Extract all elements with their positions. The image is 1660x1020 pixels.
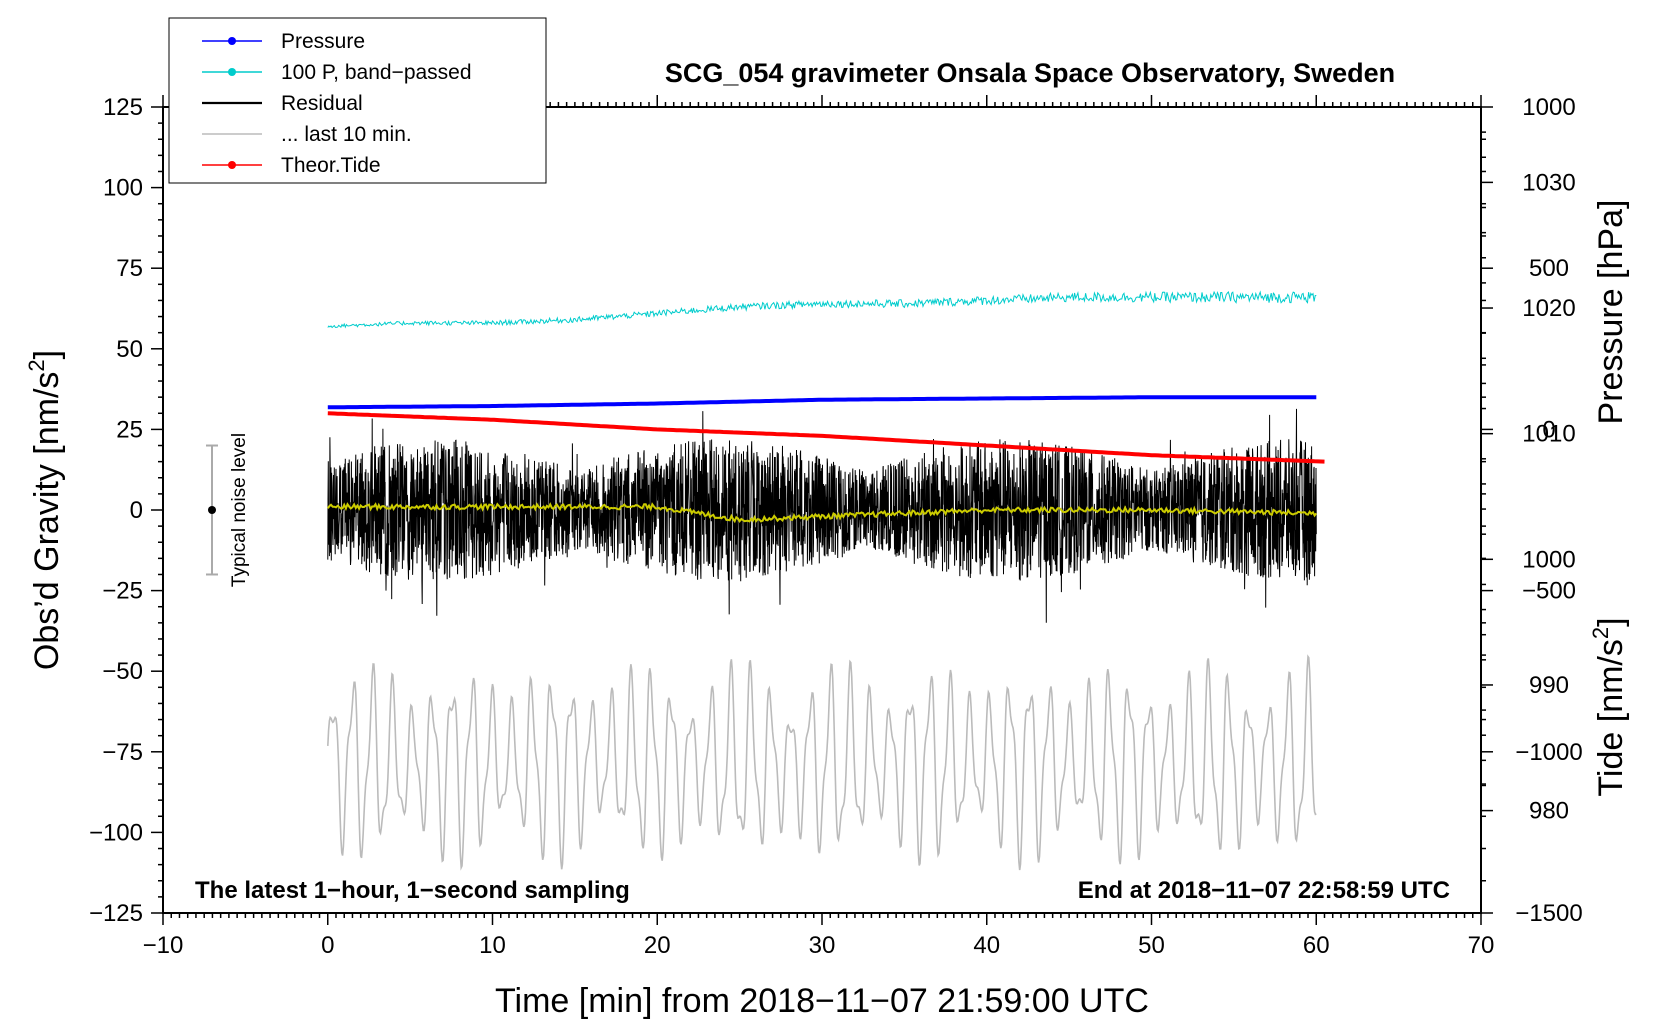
tide-line [327, 411, 1325, 464]
legend-label: Theor.Tide [281, 154, 381, 177]
x-tick-label: 20 [644, 932, 671, 959]
y-axis-title-pressure: Pressure [hPa] [1592, 200, 1630, 425]
x-tick-label: 0 [321, 932, 334, 959]
y-tick-label: 50 [116, 336, 143, 363]
band-passed-pressure-line [327, 290, 1317, 329]
y-tick-label: 100 [103, 175, 143, 202]
x-tick-label: 10 [479, 932, 506, 959]
tide-tick-label: −1000 [1515, 739, 1582, 766]
x-tick-label: 50 [1138, 932, 1165, 959]
noise-level-indicator: Typical noise level [206, 433, 250, 587]
y-tick-label: −50 [102, 658, 143, 685]
y-axis-tide: −1500 −1000 −500 0 500 1000 [1481, 94, 1583, 927]
y-axis-title-gravity-main: Obs’d Gravity [nm/s [28, 372, 66, 671]
y-axis-title-gravity: Obs’d Gravity [nm/s2] [24, 350, 66, 670]
y-tick-label: −75 [102, 739, 143, 766]
series-theoretical-tide [327, 411, 1325, 464]
x-tick-label: −10 [143, 932, 184, 959]
legend-label: Pressure [281, 30, 365, 53]
noise-center-dot [208, 506, 216, 514]
x-axis: −10 0 10 20 30 40 50 60 70 [143, 95, 1495, 959]
annotation-end-time: End at 2018−11−07 22:58:59 UTC [1078, 877, 1450, 904]
legend-box [168, 17, 547, 184]
legend-marker [228, 68, 236, 76]
noise-label: Typical noise level [229, 433, 250, 587]
legend-label: Residual [281, 92, 363, 115]
y-axis-title-tide-close: ] [1592, 617, 1630, 626]
y-axis-title-tide: Tide [nm/s2] [1588, 617, 1630, 796]
y-axis-gravity: −125 −100 −75 −50 −25 0 25 50 75 100 125 [89, 94, 163, 927]
residual-smoothed-line [326, 502, 1318, 524]
y-tick-label: 25 [116, 416, 143, 443]
legend-label: 100 P, band−passed [281, 61, 472, 84]
x-tick-label: 70 [1468, 932, 1495, 959]
residual-line [327, 408, 1317, 623]
x-tick-label: 40 [973, 932, 1000, 959]
y-axis-title-tide-sup: 2 [1588, 627, 1613, 639]
series-pressure [327, 395, 1317, 410]
tide-tick-label: 0 [1542, 416, 1555, 443]
y-tick-label: 0 [130, 497, 143, 524]
pressure-tick-label: 1020 [1522, 295, 1575, 322]
y-axis-title-gravity-sup: 2 [24, 359, 49, 371]
x-axis-title: Time [min] from 2018−11−07 21:59:00 UTC [495, 982, 1149, 1020]
y-axis-title-gravity-close: ] [28, 350, 66, 359]
pressure-tick-label: 980 [1529, 798, 1569, 825]
series-band-passed-pressure [327, 290, 1317, 329]
y-tick-label: 125 [103, 94, 143, 121]
tide-tick-label: 1000 [1522, 94, 1575, 121]
series-residual-smoothed [326, 502, 1318, 524]
pressure-tick-label: 990 [1529, 672, 1569, 699]
tide-tick-label: −1500 [1515, 900, 1582, 927]
last-10-min-line [327, 654, 1317, 871]
tide-tick-label: −500 [1522, 578, 1576, 605]
y-tick-label: 75 [116, 255, 143, 282]
y-tick-label: −100 [89, 819, 143, 846]
y-tick-label: −25 [102, 578, 143, 605]
pressure-tick-label: 1030 [1522, 169, 1575, 196]
legend-marker [228, 37, 236, 45]
x-tick-label: 60 [1303, 932, 1330, 959]
legend: Pressure 100 P, band−passed Residual ... la… [168, 17, 547, 184]
y-axis-pressure: 980 990 1000 1010 1020 1030 [1481, 131, 1576, 825]
x-tick-label: 30 [809, 932, 836, 959]
annotation-sampling: The latest 1−hour, 1−second sampling [195, 877, 630, 904]
pressure-tick-label: 1000 [1522, 546, 1575, 573]
pressure-line [327, 395, 1317, 410]
tide-tick-label: 500 [1529, 255, 1569, 282]
y-tick-label: −125 [89, 900, 143, 927]
series-last-10-min [327, 654, 1317, 871]
chart-title: SCG_054 gravimeter Onsala Space Observat… [665, 58, 1395, 88]
legend-label: ... last 10 min. [281, 123, 412, 146]
series-residual [327, 408, 1317, 623]
legend-marker [228, 161, 236, 169]
y-axis-title-tide-main: Tide [nm/s [1592, 639, 1630, 796]
pressure-tick-label: 1010 [1522, 421, 1575, 448]
